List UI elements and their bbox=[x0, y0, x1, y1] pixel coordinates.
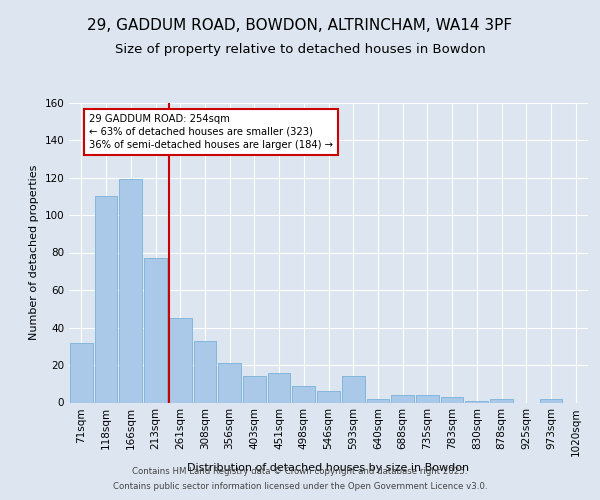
Bar bbox=[144, 258, 167, 402]
Text: 29 GADDUM ROAD: 254sqm
← 63% of detached houses are smaller (323)
36% of semi-de: 29 GADDUM ROAD: 254sqm ← 63% of detached… bbox=[89, 114, 333, 150]
Bar bbox=[416, 395, 439, 402]
Bar bbox=[268, 372, 290, 402]
Bar bbox=[95, 196, 118, 402]
Bar bbox=[539, 399, 562, 402]
Bar bbox=[490, 399, 513, 402]
Bar bbox=[367, 399, 389, 402]
Bar bbox=[391, 395, 414, 402]
X-axis label: Distribution of detached houses by size in Bowdon: Distribution of detached houses by size … bbox=[187, 463, 470, 473]
Bar bbox=[119, 180, 142, 402]
Bar bbox=[342, 376, 365, 402]
Bar bbox=[292, 386, 315, 402]
Bar bbox=[169, 318, 191, 402]
Bar bbox=[466, 400, 488, 402]
Bar bbox=[70, 342, 93, 402]
Bar bbox=[441, 397, 463, 402]
Bar bbox=[243, 376, 266, 402]
Y-axis label: Number of detached properties: Number of detached properties bbox=[29, 165, 39, 340]
Bar bbox=[317, 391, 340, 402]
Bar bbox=[218, 363, 241, 403]
Text: Contains public sector information licensed under the Open Government Licence v3: Contains public sector information licen… bbox=[113, 482, 487, 491]
Text: 29, GADDUM ROAD, BOWDON, ALTRINCHAM, WA14 3PF: 29, GADDUM ROAD, BOWDON, ALTRINCHAM, WA1… bbox=[88, 18, 512, 32]
Bar bbox=[194, 340, 216, 402]
Text: Contains HM Land Registry data © Crown copyright and database right 2025.: Contains HM Land Registry data © Crown c… bbox=[132, 467, 468, 476]
Text: Size of property relative to detached houses in Bowdon: Size of property relative to detached ho… bbox=[115, 44, 485, 57]
